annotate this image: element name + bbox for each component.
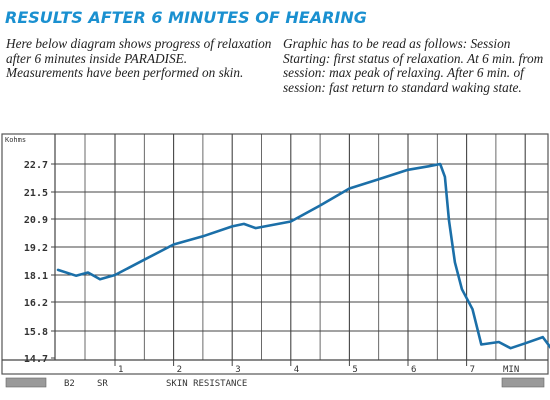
grid-lines	[51, 134, 548, 360]
footer-marker	[5, 377, 47, 388]
x-tick-label: 7	[470, 365, 475, 375]
description-right-paragraph-1: Graphic has to be read as follows: Sessi…	[283, 36, 544, 95]
footer-label-channel: B2	[64, 379, 75, 389]
y-tick-label: 20.9	[24, 215, 48, 226]
footer-marker-right	[501, 377, 545, 388]
skin-resistance-chart: Kohms MIN 14.715.816.218.119.220.921.522…	[0, 130, 550, 400]
y-tick-label: 18.1	[24, 271, 48, 282]
x-axis-unit-label: MIN	[503, 365, 519, 375]
description-right: Graphic has to be read as follows: Sessi…	[283, 36, 547, 95]
description-left-paragraph-2: Measurements have been performed on skin…	[6, 65, 244, 81]
y-tick-label: 14.7	[24, 354, 48, 365]
x-tick-label: 3	[235, 365, 240, 375]
x-tick-label: 6	[411, 365, 416, 375]
footer-label-code: SR	[97, 379, 108, 389]
y-tick-label: 15.8	[24, 327, 48, 338]
description-left-paragraph-1: Here below diagram shows progress of rel…	[6, 36, 272, 66]
x-tick-label: 2	[177, 365, 182, 375]
x-tick-label: 5	[352, 365, 357, 375]
chart-background	[0, 130, 550, 400]
y-tick-label: 16.2	[24, 298, 48, 309]
x-tick-label: 4	[294, 365, 299, 375]
x-tick-label: 1	[118, 365, 123, 375]
series-line	[56, 162, 550, 350]
y-tick-label: 22.7	[24, 160, 48, 171]
y-tick-label: 19.2	[24, 243, 48, 254]
description-left: Here below diagram shows progress of rel…	[6, 36, 278, 81]
x-tick-labels: 1 2 3 4 5 6 7	[114, 360, 475, 375]
y-tick-labels: 14.7 15.8 16.2 18.1 19.2 20.9 21.5 22.7	[24, 160, 48, 365]
y-tick-label: 21.5	[24, 188, 48, 199]
footer-label-title: SKIN RESISTANCE	[166, 379, 247, 389]
heading: RESULTS AFTER 6 MINUTES OF HEARING	[5, 8, 367, 27]
y-axis-label: Kohms	[5, 136, 26, 144]
series-group	[56, 162, 550, 350]
